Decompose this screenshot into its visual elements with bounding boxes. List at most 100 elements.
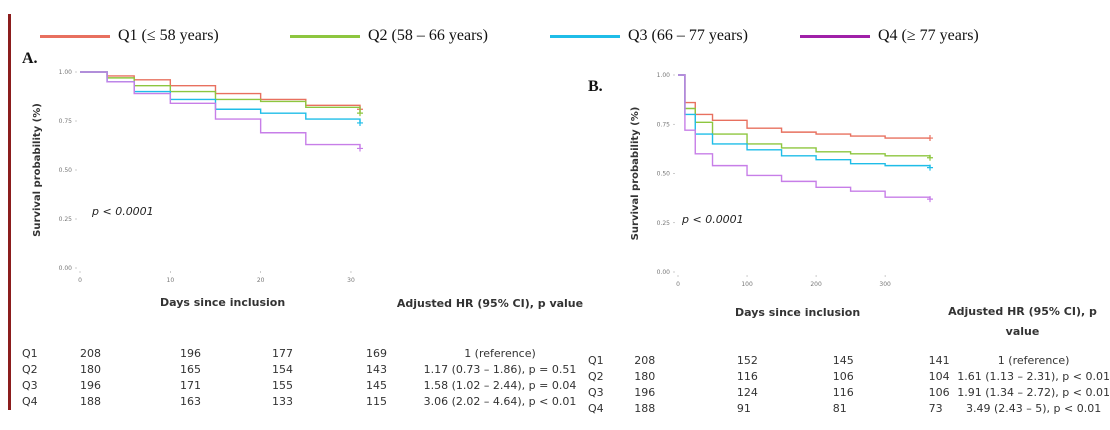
hazard-ratio: 1.91 (1.34 – 2.72), p < 0.01 [957,385,1110,399]
at-risk-count: 196 [634,385,656,399]
at-risk-count: 208 [80,346,101,360]
legend-label-q3: Q3 (66 – 77 years) [628,27,748,44]
survival-curve-q4 [678,74,931,200]
censor-mark-q4 [357,145,363,152]
y-tick-label: 0.25 [59,216,73,223]
legend: Q1 (≤ 58 years) Q2 (58 – 66 years) Q3 (6… [40,24,1100,52]
legend-item-q1: Q1 (≤ 58 years) [40,24,219,48]
at-risk-count: 73 [928,401,943,415]
group-label: Q1 [22,346,38,360]
hazard-ratio: 3.06 (2.02 – 4.64), p < 0.01 [423,394,577,408]
censor-mark-q2 [357,110,363,117]
at-risk-count: 171 [180,378,201,392]
at-risk-count: 143 [366,362,387,376]
x-tick-label: 100 [741,281,753,288]
p-value-annotation: p < 0.0001 [91,205,154,218]
at-risk-count: 165 [180,362,201,376]
y-tick-label: 1.00 [657,72,671,79]
legend-swatch-q1 [40,34,110,38]
at-risk-count: 133 [272,394,293,408]
y-tick-label: 0.00 [657,269,671,276]
legend-swatch-q4 [800,34,870,38]
legend-item-q4: Q4 (≥ 77 years) [800,24,979,48]
legend-label-q4: Q4 (≥ 77 years) [878,27,979,44]
at-risk-count: 104 [928,369,950,383]
legend-item-q3: Q3 (66 – 77 years) [550,24,748,48]
hr-header-b: Adjusted HR (95% CI), p value [948,305,1097,338]
y-tick-label: 0.75 [59,118,73,125]
group-label: Q2 [22,362,38,376]
left-accent-bar [8,14,11,410]
legend-swatch-q2 [290,34,360,38]
at-risk-count: 115 [366,394,387,408]
survival-curve-q1 [678,74,930,139]
censor-mark-q4 [927,196,933,203]
at-risk-count: 124 [736,385,758,399]
group-label: Q3 [22,378,38,392]
at-risk-count: 145 [366,378,387,392]
y-tick-label: 0.00 [59,265,73,272]
x-axis-label-a: Days since inclusion [160,296,286,309]
at-risk-count: 169 [366,346,387,360]
p-value-annotation: p < 0.0001 [681,213,744,226]
at-risk-count: 196 [180,346,201,360]
hazard-ratio: 1 (reference) [464,346,536,360]
risk-table-b: Q1 208 152 145 141 1 (reference) Q2 180 … [588,352,1110,416]
hazard-ratio: 1.61 (1.13 – 2.31), p < 0.01 [957,369,1110,383]
x-tick-label: 20 [257,277,265,284]
table-row: Q3 196 171 155 145 1.58 (1.02 – 2.44), p… [22,377,590,393]
table-row: Q3 196 124 116 106 1.91 (1.34 – 2.72), p… [588,384,1110,400]
censor-mark-q3 [927,164,933,171]
group-label: Q3 [588,385,604,399]
legend-item-q2: Q2 (58 – 66 years) [290,24,488,48]
at-risk-count: 91 [736,401,751,415]
hazard-ratio: 1.17 (0.73 – 1.86), p = 0.51 [423,362,577,376]
legend-label-q2: Q2 (58 – 66 years) [368,27,488,44]
table-row: Q2 180 116 106 104 1.61 (1.13 – 2.31), p… [588,368,1110,384]
y-tick-label: 0.75 [657,121,671,128]
legend-label-q1: Q1 (≤ 58 years) [118,27,219,44]
hr-header-a: Adjusted HR (95% CI), p value [396,297,584,310]
at-risk-count: 152 [736,353,758,367]
at-risk-count: 145 [832,353,854,367]
at-risk-count: 154 [272,362,293,376]
y-tick-label: 0.25 [657,220,671,227]
at-risk-count: 116 [832,385,854,399]
at-risk-count: 196 [80,378,101,392]
at-risk-count: 188 [634,401,656,415]
x-tick-label: 200 [810,281,822,288]
censor-mark-q3 [357,119,363,126]
hazard-ratio: 1.58 (1.02 – 2.44), p = 0.04 [423,378,577,392]
table-row: Q4 188 91 81 73 3.49 (2.43 – 5), p < 0.0… [588,400,1110,416]
x-tick-label: 0 [676,281,680,288]
at-risk-count: 155 [272,378,293,392]
group-label: Q2 [588,369,604,383]
panel-label-b: B. [588,78,603,95]
at-risk-count: 106 [928,385,950,399]
y-tick-label: 0.50 [59,167,73,174]
table-row: Q1 208 152 145 141 1 (reference) [588,352,1110,368]
hazard-ratio: 3.49 (2.43 – 5), p < 0.01 [965,401,1102,415]
at-risk-count: 180 [80,362,101,376]
at-risk-count: 116 [736,369,758,383]
y-tick-label: 0.50 [657,171,671,178]
at-risk-count: 188 [80,394,101,408]
y-axis-label: Survival probability (%) [32,103,43,237]
group-label: Q4 [588,401,604,415]
at-risk-count: 163 [180,394,201,408]
survival-curve-q2 [678,74,931,158]
risk-table-a: Q1 208 196 177 169 1 (reference) Q2 180 … [22,345,590,409]
y-tick-label: 1.00 [59,69,73,76]
x-tick-label: 300 [879,281,891,288]
at-risk-count: 81 [832,401,847,415]
survival-curve-q3 [678,74,931,168]
at-risk-count: 180 [634,369,656,383]
censor-mark-q2 [927,154,933,161]
table-row: Q1 208 196 177 169 1 (reference) [22,345,590,361]
legend-swatch-q3 [550,34,620,38]
y-axis-label: Survival probability (%) [630,107,641,241]
survival-curve-q2 [80,71,361,114]
survival-curve-q4 [80,71,361,149]
